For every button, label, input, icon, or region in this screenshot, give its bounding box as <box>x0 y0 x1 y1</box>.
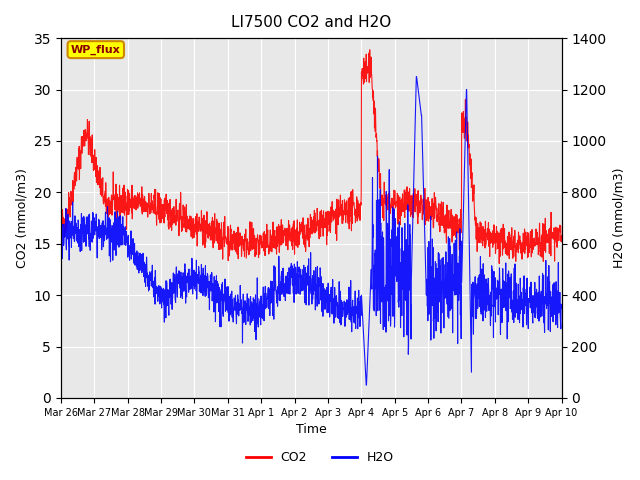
X-axis label: Time: Time <box>296 423 326 436</box>
Title: LI7500 CO2 and H2O: LI7500 CO2 and H2O <box>231 15 392 30</box>
Legend: CO2, H2O: CO2, H2O <box>241 446 399 469</box>
Y-axis label: H2O (mmol/m3): H2O (mmol/m3) <box>612 168 625 268</box>
Text: WP_flux: WP_flux <box>71 45 121 55</box>
Y-axis label: CO2 (mmol/m3): CO2 (mmol/m3) <box>15 168 28 268</box>
